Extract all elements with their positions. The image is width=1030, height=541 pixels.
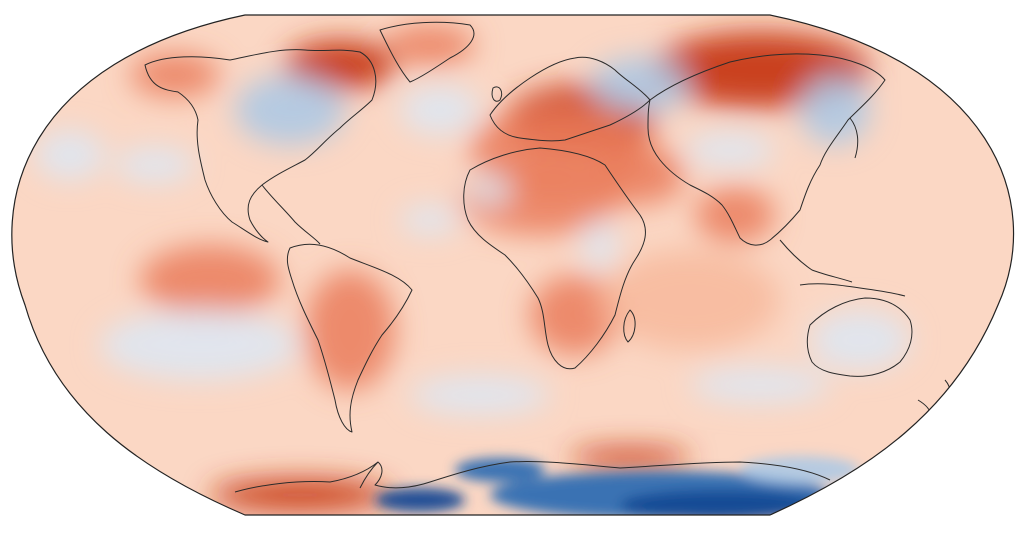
indian-ocean-warm [600,250,780,350]
antarctic-coast-cold [455,458,545,482]
west-pacific-cool [115,147,195,183]
alaska-warm [130,53,220,97]
southern-ocean-cool [410,375,550,415]
north-atlantic-cool [400,85,480,135]
antarctic-field [375,456,860,515]
southern-africa-warm [530,275,620,355]
central-asia-cool [590,57,690,113]
east-siberia-cool [800,75,870,145]
antarctic-peninsula-coast [359,461,379,489]
madagascar-coast [623,309,636,343]
eastern-north-america-cool [235,75,345,145]
east-africa-cool [582,220,618,270]
africa-coast [463,147,646,370]
southeast-asia-coast [779,239,853,283]
west-africa-cool [468,175,512,205]
central-america-coast [261,184,321,245]
south-america-warm [305,270,395,390]
east-pacific-warm [140,245,280,315]
southern-indian-cool [690,367,830,403]
south-america-coast [286,243,413,433]
tibet-cool [685,132,775,168]
ross-sea-warm [570,448,690,468]
tropical-atlantic-cool [400,205,460,235]
greenland-coast [379,21,475,83]
north-pacific-cool [35,130,105,180]
india-warm [695,187,775,243]
uk-coast [491,86,503,102]
coastlines [144,21,951,493]
anomaly-blobs [35,25,910,511]
middle-east-warm [595,145,685,205]
antarctic-interior-cold [620,490,820,515]
map-boundary [11,14,1015,516]
japan-coast [849,117,859,159]
arctic-canada-warm [285,40,395,90]
weddell-cold [375,488,465,512]
indonesia-coast [799,283,906,297]
antarctica-coast [234,461,831,493]
greenland-warm [385,25,475,65]
asia-coast [647,53,886,246]
west-antarctica-warm [210,479,390,511]
australia-coast [806,297,913,377]
australia-cool [810,310,910,370]
south-pacific-cool [100,310,300,380]
north-america-coast [144,49,377,243]
